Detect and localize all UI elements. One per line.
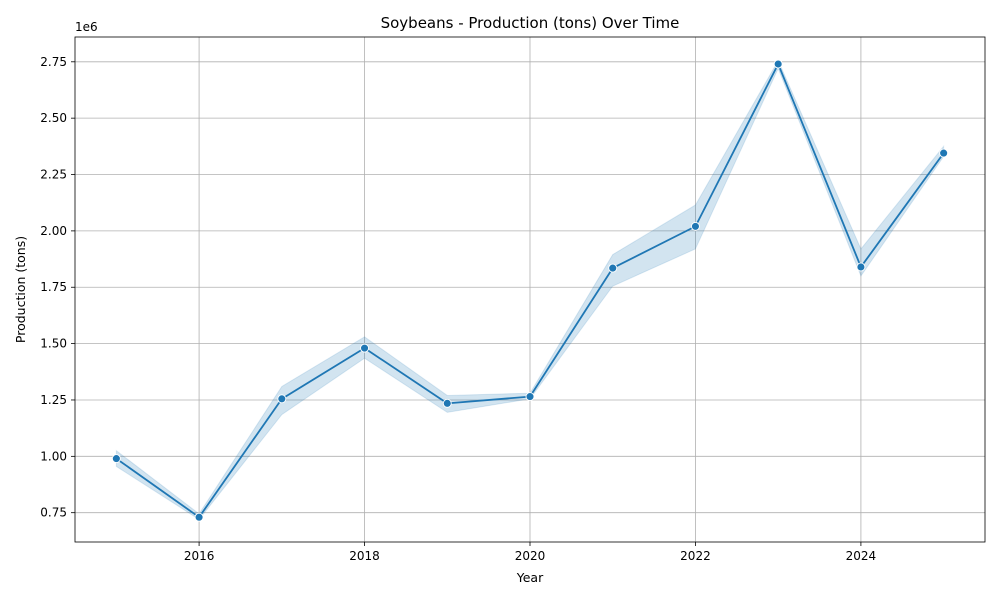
data-point	[773, 59, 783, 69]
y-tick-label: 1.25	[40, 393, 67, 407]
data-point	[856, 262, 866, 272]
y-tick-label: 2.50	[40, 111, 67, 125]
data-point	[360, 343, 369, 353]
data-point	[194, 512, 204, 522]
grid-lines	[75, 37, 985, 542]
x-tick-label: 2022	[680, 549, 711, 563]
y-axis-label: Production (tons)	[13, 236, 28, 343]
data-point	[277, 394, 287, 404]
y-tick-label: 1.00	[40, 449, 67, 463]
data-point	[691, 221, 700, 231]
x-axis-label: Year	[516, 570, 544, 585]
x-axis-ticks: 2016 2018 2020 2022 2024	[184, 542, 876, 563]
data-point	[608, 263, 618, 273]
y-tick-label: 2.25	[40, 168, 67, 182]
data-point	[525, 392, 535, 402]
x-tick-label: 2016	[184, 549, 215, 563]
y-tick-label: 2.75	[40, 55, 67, 69]
x-tick-label: 2024	[846, 549, 877, 563]
y-axis-offset-label: 1e6	[75, 20, 98, 34]
y-tick-label: 2.00	[40, 224, 67, 238]
x-tick-label: 2018	[349, 549, 380, 563]
y-tick-label: 1.50	[40, 337, 67, 351]
data-point	[111, 454, 121, 464]
data-points-layer	[111, 59, 949, 522]
x-tick-label: 2020	[515, 549, 546, 563]
y-tick-label: 0.75	[40, 506, 67, 520]
y-tick-label: 1.75	[40, 280, 67, 294]
data-point	[939, 148, 949, 158]
data-point	[442, 398, 452, 408]
y-axis-ticks: 0.75 1.00 1.25 1.50 1.75 2.00 2.25 2.50 2.75	[40, 55, 75, 520]
chart-title: Soybeans - Production (tons) Over Time	[381, 14, 680, 32]
